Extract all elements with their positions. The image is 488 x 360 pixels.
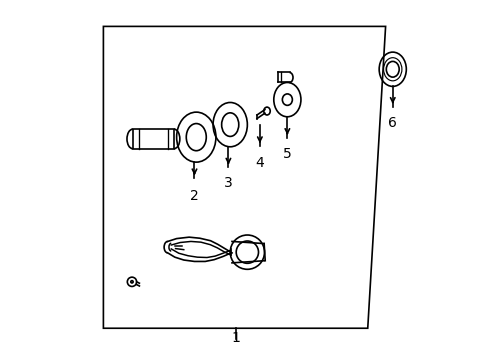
Text: 5: 5 [283, 147, 291, 161]
Text: 3: 3 [224, 176, 232, 190]
Text: 6: 6 [387, 116, 396, 130]
Text: 2: 2 [190, 189, 199, 203]
Bar [133, 129, 174, 149]
Text: 1: 1 [231, 331, 240, 345]
Text: 4: 4 [255, 156, 264, 170]
